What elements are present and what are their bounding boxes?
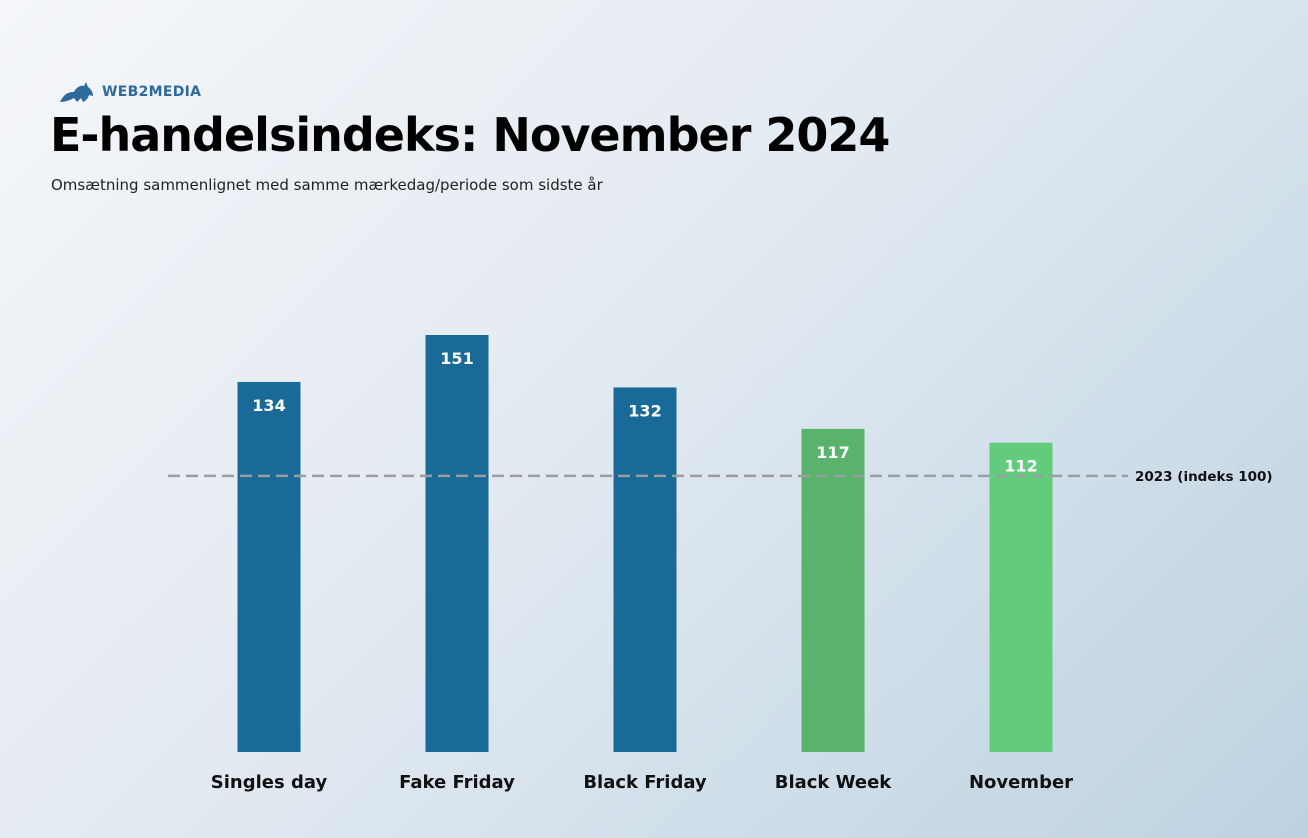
category-label: Black Friday <box>583 772 707 793</box>
bar-black-friday <box>613 387 677 752</box>
dog-logo-icon <box>60 82 93 102</box>
bar-fake-friday <box>425 335 489 752</box>
value-labels-group: 134 151 132 117 112 <box>252 349 1037 476</box>
bar-value-label: 112 <box>1004 457 1037 476</box>
category-label: Fake Friday <box>399 772 515 793</box>
bar-november <box>989 442 1053 752</box>
bar-value-label: 132 <box>628 401 661 420</box>
bar-singles-day <box>237 381 301 752</box>
category-label: Black Week <box>775 772 893 793</box>
bar-value-label: 117 <box>816 443 849 462</box>
bar-value-label: 134 <box>252 396 285 415</box>
reference-line-label: 2023 (indeks 100) <box>1135 469 1273 485</box>
chart-subtitle: Omsætning sammenlignet med samme mærkeda… <box>51 176 603 194</box>
category-labels-group: Singles day Fake Friday Black Friday Black … <box>211 772 1073 793</box>
brand-name: WEB2MEDIA <box>102 84 202 100</box>
bar-value-label: 151 <box>440 349 473 368</box>
category-label: Singles day <box>211 772 328 793</box>
brand-logo: WEB2MEDIA <box>58 78 201 106</box>
bar-black-week <box>801 428 865 752</box>
bars-group <box>237 335 1053 752</box>
chart-title: E-handelsindeks: November 2024 <box>50 108 890 162</box>
category-label: November <box>969 772 1073 793</box>
